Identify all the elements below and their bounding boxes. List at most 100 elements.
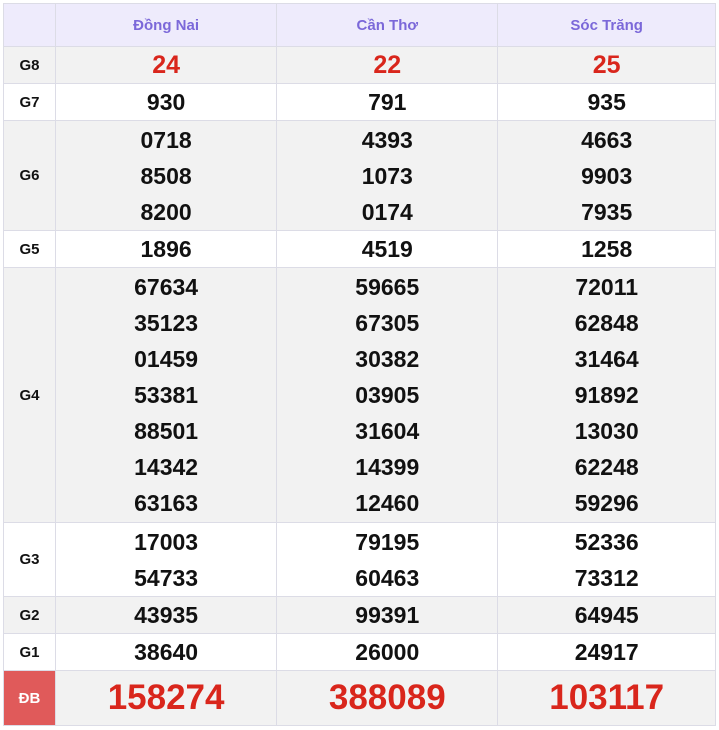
- province-header: Sóc Trăng: [497, 3, 716, 47]
- prize-cell: 935: [497, 83, 716, 121]
- prize-number: 1073: [361, 162, 413, 189]
- prize-number: 8508: [140, 162, 192, 189]
- province-header: Đồng Nai: [54, 3, 278, 47]
- prize-number: 13030: [574, 418, 639, 444]
- prize-label: G2: [3, 596, 56, 634]
- prize-cell: 59665 67305 30382 03905 31604 14399 12460: [276, 267, 499, 523]
- prize-row-đb: ĐB 158274 388089 103117: [3, 670, 716, 726]
- prize-number: 935: [587, 89, 626, 115]
- prize-number: 63163: [134, 490, 199, 516]
- prize-number: 1896: [140, 236, 192, 262]
- prize-cell: 0718 8508 8200: [54, 120, 278, 231]
- prize-number: 25: [592, 51, 621, 79]
- prize-number: 59665: [355, 274, 420, 300]
- prize-number: 73312: [574, 564, 639, 591]
- prize-number: 91892: [574, 382, 639, 408]
- lottery-results-table: Đồng Nai Cần Thơ Sóc Trăng G8 24 22 25 G7 930…: [3, 3, 716, 726]
- prize-cell: 67634 35123 01459 53381 88501 14342 63163: [54, 267, 278, 523]
- prize-label: G6: [3, 120, 56, 231]
- prize-number: 1258: [581, 236, 633, 262]
- prize-number: 4519: [361, 236, 413, 262]
- prize-cell: 1896: [54, 230, 278, 268]
- prize-number: 64945: [574, 602, 639, 628]
- prize-cell: 158274: [54, 670, 278, 726]
- prize-cell: 24: [54, 46, 278, 84]
- prize-number: 79195: [355, 528, 420, 555]
- prize-label: G5: [3, 230, 56, 268]
- prize-number: 53381: [134, 382, 199, 408]
- prize-number: 22: [373, 51, 402, 79]
- prize-number: 791: [368, 89, 407, 115]
- prize-number: 0174: [361, 198, 413, 225]
- prize-number: 59296: [574, 490, 639, 516]
- prize-number: 62248: [574, 454, 639, 480]
- prize-cell: 4519: [276, 230, 499, 268]
- prize-cell: 26000: [276, 633, 499, 671]
- prize-number: 24917: [574, 639, 639, 665]
- prize-cell: 930: [54, 83, 278, 121]
- prize-cell: 4393 1073 0174: [276, 120, 499, 231]
- prize-cell: 43935: [54, 596, 278, 634]
- corner-cell: [3, 3, 56, 47]
- prize-number: 12460: [355, 490, 420, 516]
- prize-cell: 72011 62848 31464 91892 13030 62248 59296: [497, 267, 716, 523]
- prize-number: 99391: [355, 602, 420, 628]
- prize-number: 62848: [574, 310, 639, 336]
- prize-label: ĐB: [3, 670, 56, 726]
- prize-label: G7: [3, 83, 56, 121]
- prize-row-g7: G7 930 791 935: [3, 83, 716, 121]
- prize-number: 14342: [134, 454, 199, 480]
- prize-number: 52336: [574, 528, 639, 555]
- prize-number: 26000: [355, 639, 420, 665]
- prize-number: 930: [146, 89, 186, 115]
- prize-number: 388089: [328, 678, 446, 717]
- prize-cell: 388089: [276, 670, 499, 726]
- prize-label: G3: [3, 522, 56, 597]
- prize-cell: 22: [276, 46, 499, 84]
- prize-cell: 38640: [54, 633, 278, 671]
- prize-cell: 1258: [497, 230, 716, 268]
- prize-cell: 79195 60463: [276, 522, 499, 597]
- prize-number: 60463: [355, 564, 420, 591]
- prize-row-g2: G2 43935 99391 64945: [3, 596, 716, 634]
- prize-cell: 99391: [276, 596, 499, 634]
- prize-row-g1: G1 38640 26000 24917: [3, 633, 716, 671]
- prize-cell: 4663 9903 7935: [497, 120, 716, 231]
- prize-number: 03905: [355, 382, 420, 408]
- prize-row-g4: G4 67634 35123 01459 53381 88501 14342 63163 596…: [3, 267, 716, 523]
- prize-cell: 25: [497, 46, 716, 84]
- prize-number: 158274: [107, 678, 225, 717]
- prize-number: 8200: [140, 198, 192, 225]
- prize-row-g8: G8 24 22 25: [3, 46, 716, 84]
- prize-label: G1: [3, 633, 56, 671]
- prize-number: 35123: [134, 310, 199, 336]
- header-row: Đồng Nai Cần Thơ Sóc Trăng: [3, 3, 716, 47]
- prize-number: 14399: [355, 454, 420, 480]
- prize-row-g3: G3 17003 54733 79195 60463 52336 73312: [3, 522, 716, 597]
- prize-cell: 17003 54733: [54, 522, 278, 597]
- prize-label: G8: [3, 46, 56, 84]
- prize-number: 43935: [134, 602, 199, 628]
- prize-number: 67305: [355, 310, 420, 336]
- prize-number: 4663: [581, 126, 633, 153]
- prize-row-g6: G6 0718 8508 8200 4393 1073 0174 4663 9903 7935: [3, 120, 716, 231]
- prize-number: 67634: [134, 274, 199, 300]
- prize-row-g5: G5 1896 4519 1258: [3, 230, 716, 268]
- prize-cell: 24917: [497, 633, 716, 671]
- prize-cell: 791: [276, 83, 499, 121]
- prize-number: 88501: [134, 418, 199, 444]
- province-header: Cần Thơ: [276, 3, 499, 47]
- prize-number: 103117: [549, 678, 665, 717]
- prize-number: 7935: [581, 198, 633, 225]
- prize-number: 54733: [134, 564, 199, 591]
- prize-label: G4: [3, 267, 56, 523]
- prize-number: 0718: [140, 126, 192, 153]
- prize-number: 38640: [134, 639, 199, 665]
- prize-number: 24: [152, 51, 180, 79]
- prize-number: 17003: [134, 528, 199, 555]
- prize-number: 4393: [361, 126, 413, 153]
- prize-number: 9903: [581, 162, 633, 189]
- prize-number: 30382: [355, 346, 420, 372]
- prize-number: 72011: [575, 274, 639, 300]
- prize-number: 31604: [355, 418, 420, 444]
